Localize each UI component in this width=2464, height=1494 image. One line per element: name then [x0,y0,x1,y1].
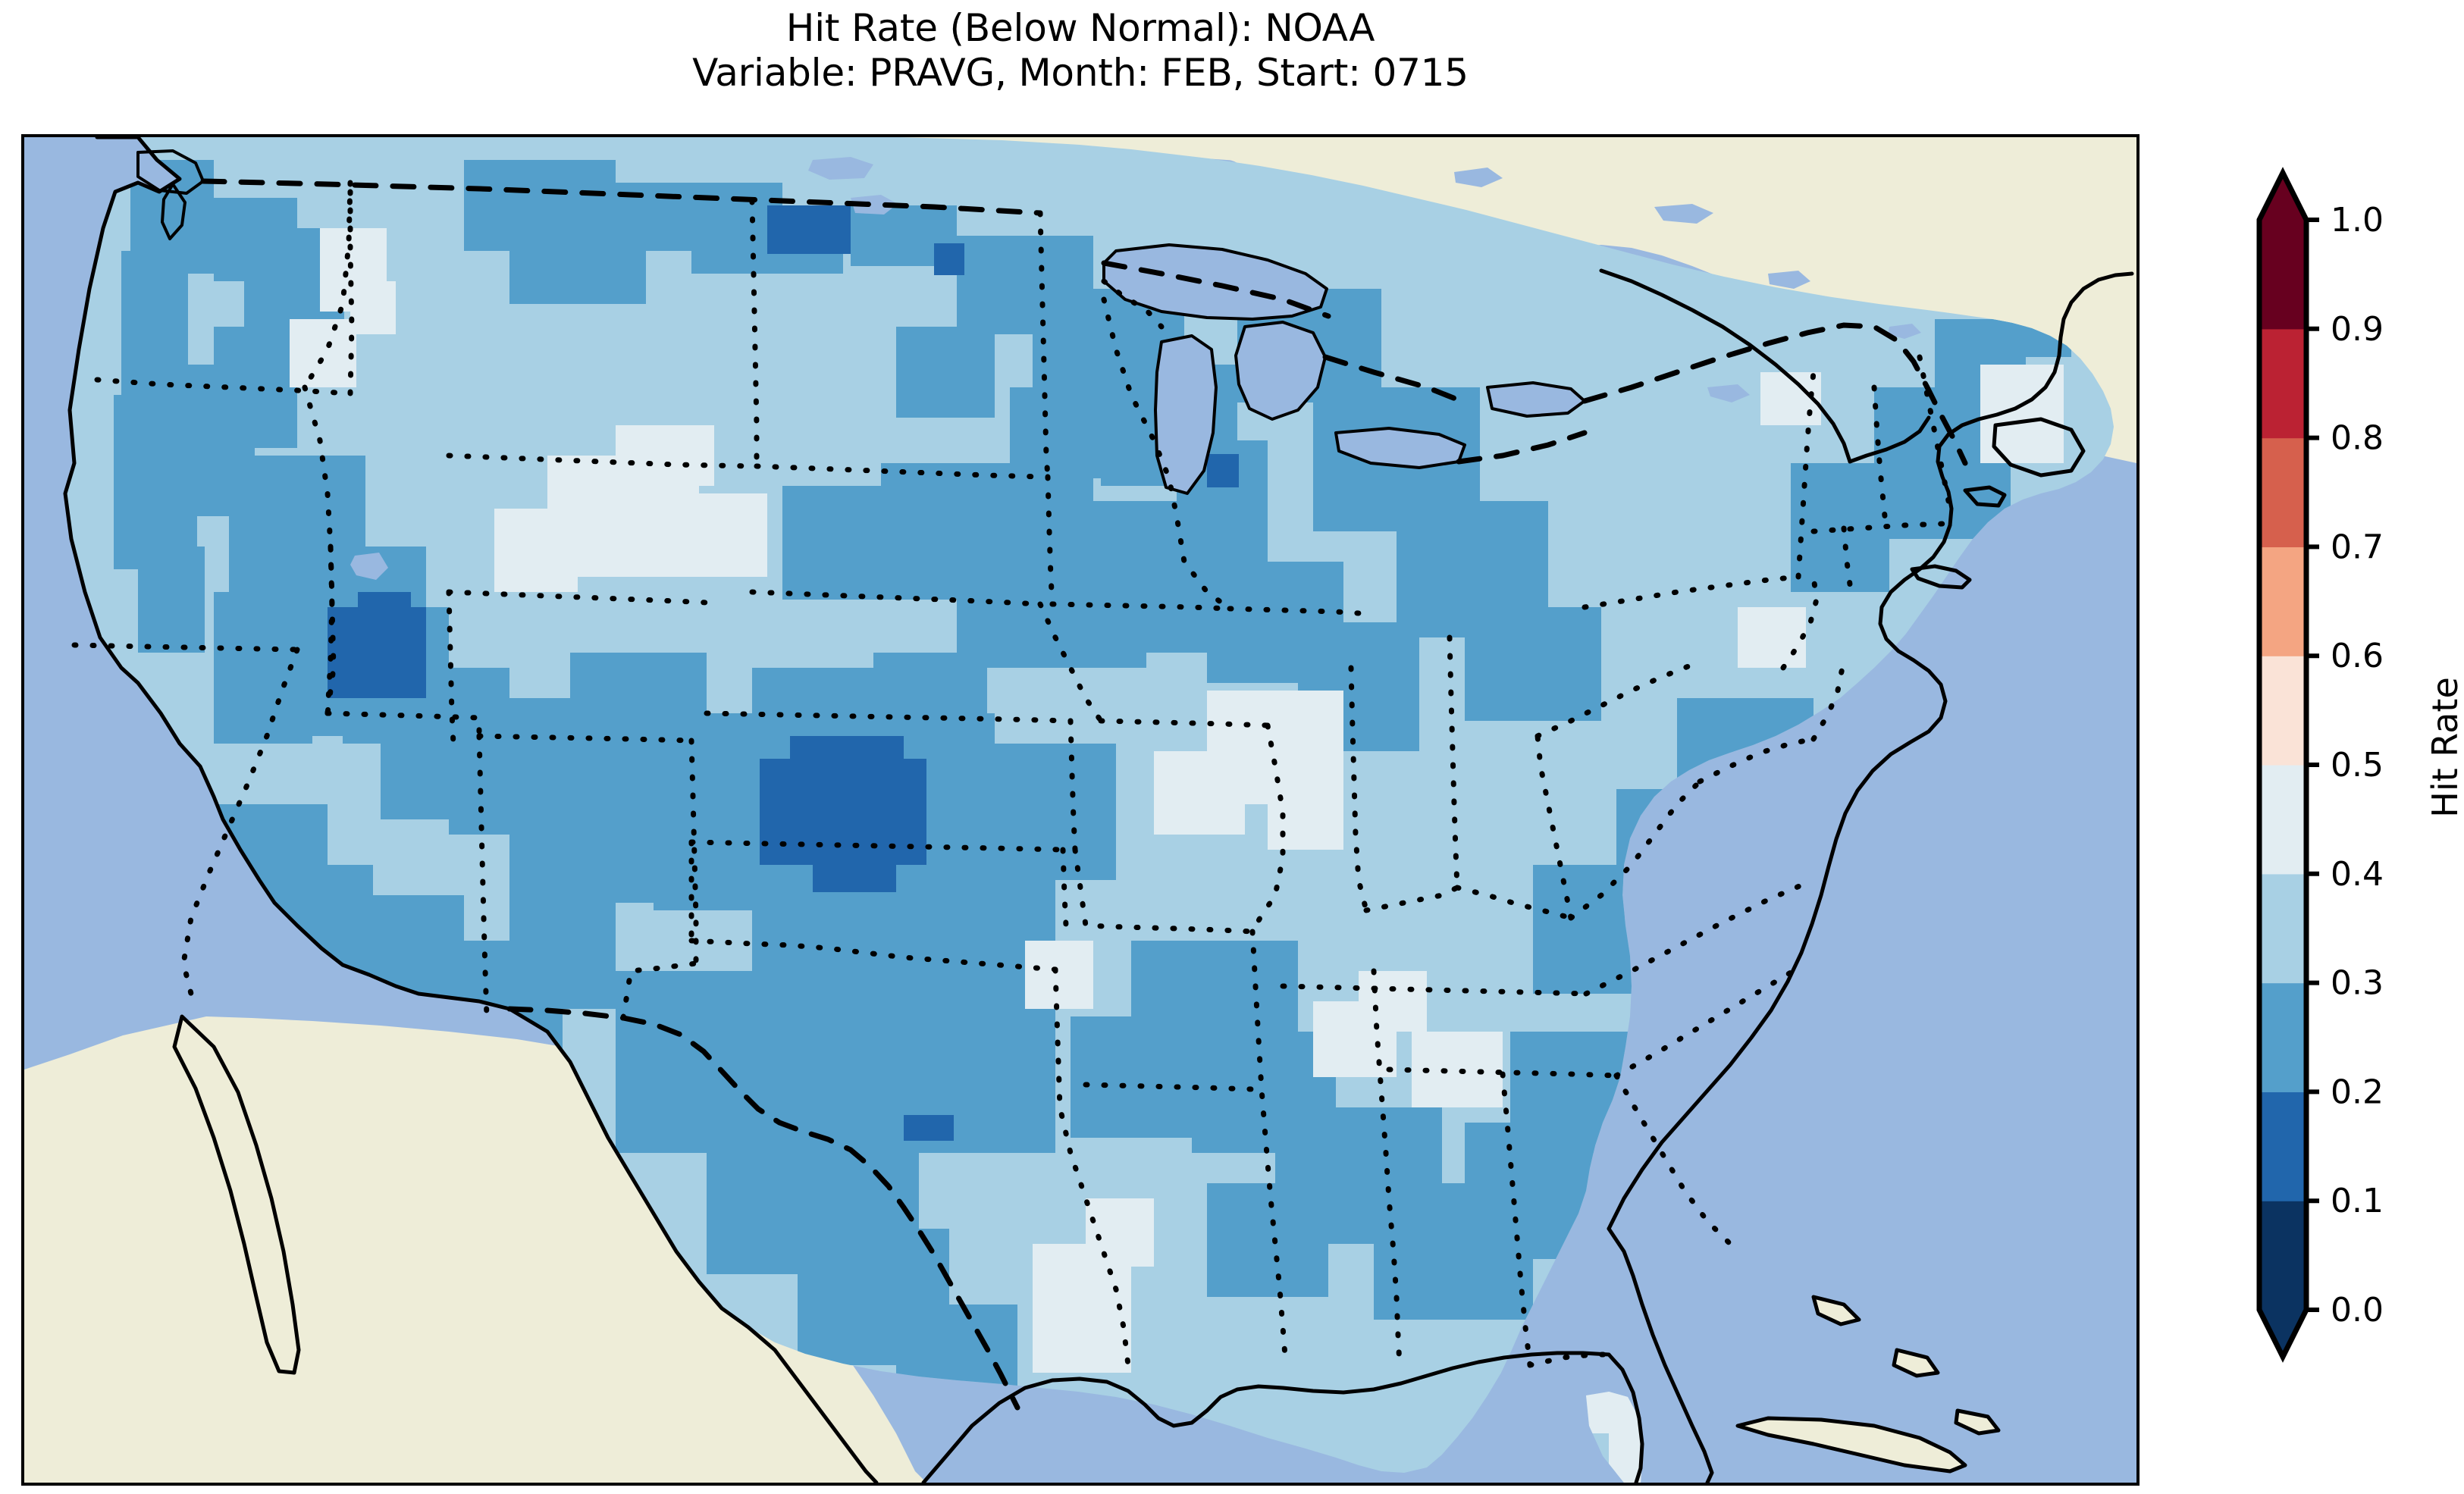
colorbar-ticks: 0.0 0.1 0.2 0.3 0.4 0.5 0.6 0.7 0.8 0.9 1.0 [2306,201,2384,1330]
colorbar-canvas: 0.0 0.1 0.2 0.3 0.4 0.5 0.6 0.7 0.8 0.9 1.0 [2256,167,2384,1363]
colorbar-band-0.5-0.6 [2259,656,2306,766]
colorbar-band-0.7-0.8 [2259,437,2306,547]
colorbar-tick-label: 0.7 [2331,528,2384,566]
colorbar-tick-label: 0.2 [2331,1073,2384,1111]
state-borders-layer [71,178,1968,1411]
colorbar-axis-label: Hit Rate [2375,0,2464,1494]
colorbar-band-0.2-0.3 [2259,982,2306,1092]
colorbar-tick-label: 0.8 [2331,419,2384,458]
colorbar-band-0.6-0.7 [2259,547,2306,656]
colorbar-tick-label: 0.0 [2331,1291,2384,1330]
colorbar-bands [2259,220,2306,1311]
colorbar-band-0.9-1.0 [2259,220,2306,330]
colorbar-tick-label: 1.0 [2331,201,2384,240]
colorbar-tick-label: 0.4 [2331,855,2384,894]
figure-title: Hit Rate (Below Normal): NOAA Variable: … [0,6,2161,96]
colorbar-band-0.8-0.9 [2259,328,2306,439]
great-lakes-layer [350,157,1921,1421]
map-canvas [24,137,2136,1483]
colorbar[interactable]: 0.0 0.1 0.2 0.3 0.4 0.5 0.6 0.7 0.8 0.9 1.0 [2256,167,2384,1363]
colorbar-label-text: Hit Rate [2424,676,2464,818]
colorbar-tick-label: 0.5 [2331,746,2384,785]
colorbar-tick-label: 0.9 [2331,310,2384,349]
colorbar-band-0.3-0.4 [2259,873,2306,984]
colorbar-band-0.0-0.1 [2259,1201,2306,1311]
colorbar-tick-label: 0.3 [2331,964,2384,1003]
colorbar-tick-label: 0.6 [2331,637,2384,675]
hit-rate-data-raster [65,137,2114,1483]
colorbar-tick-label: 0.1 [2331,1182,2384,1220]
map-axes[interactable] [21,134,2140,1486]
title-line-1: Hit Rate (Below Normal): NOAA [785,6,1375,50]
colorbar-extend-arrow-bottom [2259,1310,2306,1357]
colorbar-band-0.1-0.2 [2259,1092,2306,1201]
colorbar-band-0.4-0.5 [2259,765,2306,875]
colorbar-extend-arrow-top [2259,173,2306,220]
title-line-2: Variable: PRAVG, Month: FEB, Start: 0715 [692,51,1469,95]
